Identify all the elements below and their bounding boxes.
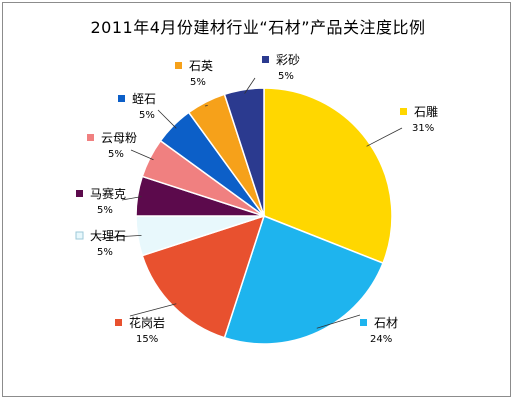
slice-percent-7: 5% bbox=[139, 110, 155, 121]
pie-slice-2 bbox=[223, 215, 384, 345]
legend-marker-9 bbox=[262, 56, 269, 63]
slice-label-9: 彩砂 bbox=[276, 53, 300, 67]
slice-percent-3: 15% bbox=[136, 334, 158, 345]
slice-label-1: 石雕 bbox=[414, 104, 438, 119]
legend-marker-8 bbox=[175, 62, 182, 69]
legend-marker-1 bbox=[400, 108, 407, 115]
leader-line-6 bbox=[130, 149, 154, 161]
slice-label-2: 石材 bbox=[374, 316, 398, 330]
leader-line-4 bbox=[95, 235, 142, 239]
leader-line-3 bbox=[129, 303, 177, 317]
leader-line-9 bbox=[244, 77, 256, 94]
leader-line-2 bbox=[316, 314, 361, 329]
legend-marker-3 bbox=[115, 319, 122, 326]
slice-label-4: 大理石 bbox=[90, 229, 126, 243]
leader-line-7 bbox=[157, 109, 177, 129]
legend-marker-6 bbox=[87, 134, 94, 141]
legend-marker-7 bbox=[118, 95, 125, 102]
slice-percent-8: 5% bbox=[190, 77, 206, 88]
slice-label-6: 云母粉 bbox=[101, 131, 137, 145]
leader-line-8 bbox=[204, 105, 208, 107]
slice-percent-6: 5% bbox=[108, 149, 124, 160]
slice-label-3: 花岗岩 bbox=[129, 315, 165, 330]
slice-percent-1: 31% bbox=[412, 123, 434, 134]
legend-marker-2 bbox=[360, 319, 367, 326]
legend-marker-5 bbox=[76, 190, 83, 197]
slice-percent-2: 24% bbox=[370, 334, 392, 345]
legend-marker-4 bbox=[75, 231, 84, 240]
slice-percent-9: 5% bbox=[278, 71, 294, 82]
slice-label-7: 蛭石 bbox=[132, 91, 156, 106]
leader-line-1 bbox=[366, 127, 403, 147]
leader-line-5 bbox=[121, 196, 142, 201]
slice-percent-4: 5% bbox=[97, 247, 113, 258]
slice-labels: 石雕31%石材24%花岗岩15%大理石5%马赛克5%云母粉5%蛭石5%石英5%彩… bbox=[75, 53, 438, 345]
pie-slice-9 bbox=[223, 87, 265, 217]
slice-label-5: 马赛克 bbox=[90, 186, 126, 201]
pie-slices bbox=[135, 87, 393, 345]
slice-label-8: 石英 bbox=[189, 59, 213, 73]
pie-slice-1 bbox=[263, 87, 393, 265]
slice-percent-5: 5% bbox=[97, 205, 113, 216]
chart-title: 2011年4月份建材行业“石材”产品关注度比例 bbox=[90, 18, 426, 37]
leader-lines bbox=[95, 77, 403, 329]
